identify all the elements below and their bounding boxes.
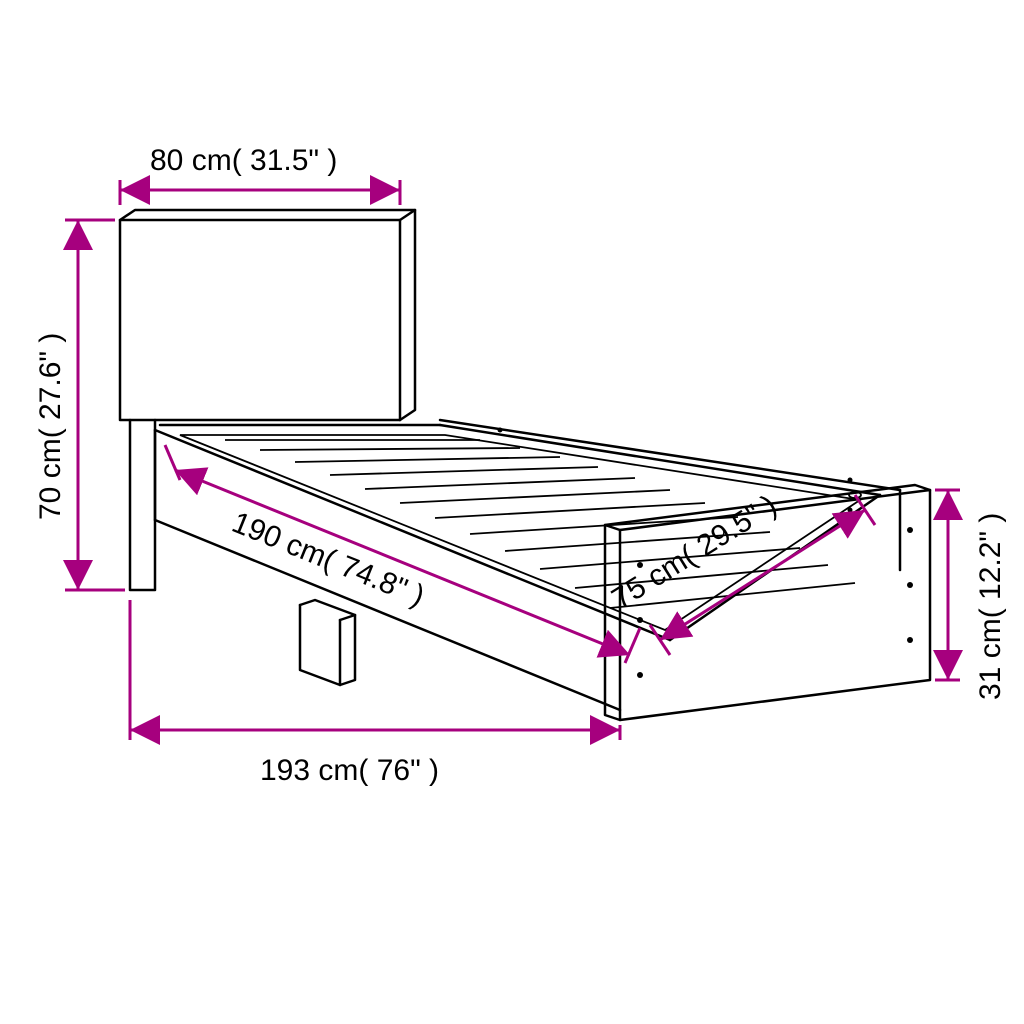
bed-frame-diagram: 80 cm( 31.5" ) 70 cm( 27.6" ) 190 cm( 74… <box>0 0 1024 1024</box>
dim-total-length: 193 cm( 76" ) <box>260 754 439 787</box>
dim-footboard-height: 31 cm( 12.2" ) <box>974 513 1007 700</box>
bed-drawing <box>120 210 930 720</box>
dim-headboard-width: 80 cm( 31.5" ) <box>150 144 337 177</box>
dimension-lines <box>65 180 960 740</box>
dim-height-total: 70 cm( 27.6" ) <box>34 333 67 520</box>
